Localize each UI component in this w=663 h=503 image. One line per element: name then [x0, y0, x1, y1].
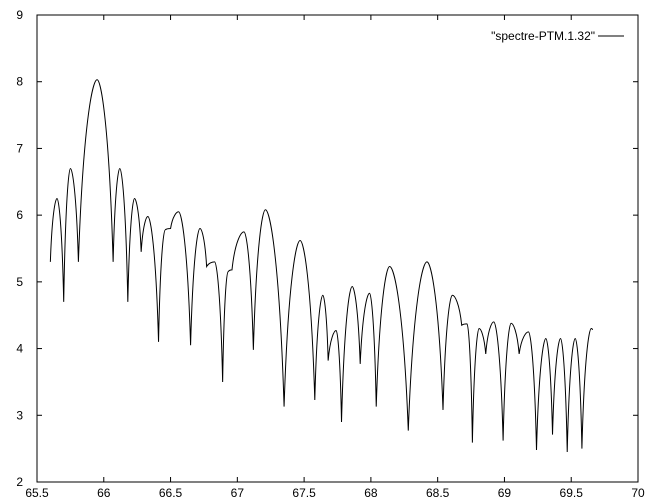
series-line-spectre	[49, 79, 594, 452]
x-tick-label: 66	[97, 486, 111, 500]
x-tick-label: 69.5	[560, 486, 584, 500]
x-tick-label: 68	[364, 486, 378, 500]
y-tick-label: 6	[16, 208, 23, 222]
y-tick-label: 9	[16, 8, 23, 22]
legend: "spectre-PTM.1.32"	[491, 29, 624, 43]
plot-frame	[36, 14, 639, 483]
x-tick-label: 67.5	[292, 486, 316, 500]
y-tick-label: 7	[16, 141, 23, 155]
legend-label: "spectre-PTM.1.32"	[491, 29, 595, 43]
x-tick-label: 70	[631, 486, 645, 500]
y-tick-label: 3	[16, 408, 23, 422]
x-axis: 65.5 66 66.5 67 67.5 68 68.5 69 69.5 70	[25, 15, 645, 500]
x-tick-label: 67	[231, 486, 245, 500]
y-tick-label: 2	[16, 475, 23, 489]
x-tick-label: 69	[498, 486, 512, 500]
y-tick-label: 4	[16, 342, 23, 356]
y-tick-label: 5	[16, 275, 23, 289]
y-tick-label: 8	[16, 75, 23, 89]
y-axis: 2 3 4 5 6 7 8 9	[16, 8, 638, 489]
x-tick-label: 68.5	[426, 486, 450, 500]
x-tick-label: 66.5	[159, 486, 183, 500]
x-tick-label: 65.5	[25, 486, 49, 500]
